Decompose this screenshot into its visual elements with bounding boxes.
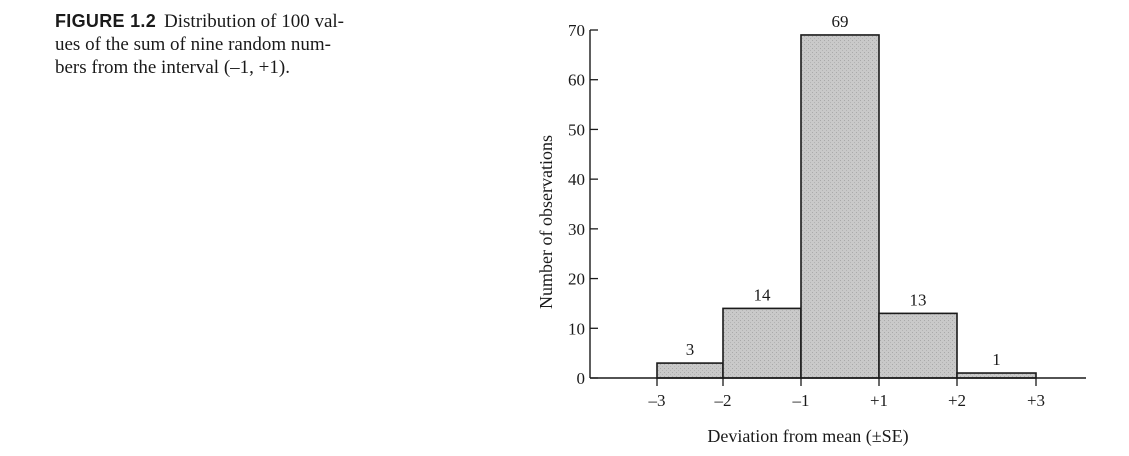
caption-text-1: Distribution of 100 val- (164, 11, 344, 32)
bar-value-label: 13 (910, 290, 927, 309)
caption-line-2: ues of the sum of nine random num- (55, 34, 331, 55)
y-tick-label: 60 (568, 71, 585, 90)
caption-line-1: FIGURE 1.2 Distribution of 100 val- (55, 10, 475, 33)
x-tick-label: –3 (648, 391, 666, 410)
y-tick-label: 20 (568, 270, 585, 289)
y-tick-label: 50 (568, 120, 585, 139)
y-tick-label: 30 (568, 220, 585, 239)
bar-value-label: 14 (754, 285, 772, 304)
x-axis-title: Deviation from mean (±SE) (707, 426, 908, 447)
figure-label: FIGURE 1.2 (55, 11, 157, 31)
x-tick-label: +2 (948, 391, 966, 410)
bar-value-label: 1 (992, 350, 1001, 369)
y-tick-label: 10 (568, 319, 585, 338)
axes-layer (589, 29, 1086, 386)
bars-layer (656, 34, 1037, 379)
bar-value-label: 3 (686, 340, 695, 359)
x-tick-label: +3 (1027, 391, 1045, 410)
histogram-bar (656, 362, 724, 379)
bar-value-label: 69 (832, 12, 849, 31)
y-tick-label: 0 (577, 369, 586, 388)
caption-line-3: bers from the interval (–1, +1). (55, 57, 290, 78)
y-axis-title: Number of observations (536, 135, 556, 309)
x-tick-label: +1 (870, 391, 888, 410)
histogram-bar (878, 312, 958, 379)
y-tick-label: 40 (568, 170, 585, 189)
histogram-bar (722, 307, 802, 379)
histogram-bar (800, 34, 880, 379)
y-tick-label: 70 (568, 21, 585, 40)
x-tick-label: –1 (792, 391, 810, 410)
x-tick-label: –2 (714, 391, 732, 410)
histogram-bar (956, 372, 1037, 379)
figure-caption: FIGURE 1.2 Distribution of 100 val- ues o… (55, 10, 475, 79)
